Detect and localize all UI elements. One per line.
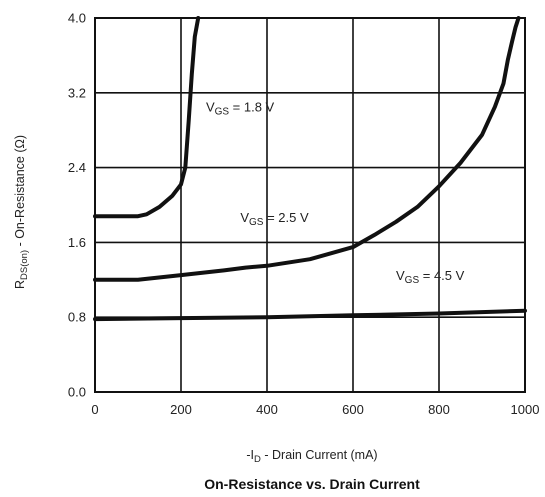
x-tick-label: 400 xyxy=(256,402,278,417)
x-tick-label: 200 xyxy=(170,402,192,417)
series-line xyxy=(93,16,521,282)
series-label: VGS = 2.5 V xyxy=(240,210,309,228)
grid xyxy=(94,17,526,393)
series-line xyxy=(93,308,527,322)
y-axis-label: RDS(on) - On-Resistance (Ω) xyxy=(13,135,30,289)
series-label: VGS = 4.5 V xyxy=(396,268,465,286)
x-axis-label: -ID - Drain Current (mA) xyxy=(246,448,377,465)
plot-frame xyxy=(94,17,526,393)
tick-labels: 0 200 400 600 800 1000 0.0 0.8 1.6 2.4 3.2 4.0 xyxy=(68,11,540,418)
y-tick-label: 0.0 xyxy=(68,385,86,400)
series-line xyxy=(93,16,201,219)
chart-title: On-Resistance vs. Drain Current xyxy=(204,476,420,492)
series-label: VGS = 1.8 V xyxy=(206,100,275,118)
x-tick-label: 800 xyxy=(428,402,450,417)
x-tick-label: 1000 xyxy=(511,402,540,417)
x-tick-label: 0 xyxy=(91,402,98,417)
series-lines xyxy=(93,16,527,322)
series-annotations: VGS = 1.8 V VGS = 2.5 V VGS = 4.5 V xyxy=(206,100,465,286)
y-tick-label: 2.4 xyxy=(68,160,86,175)
y-tick-label: 3.2 xyxy=(68,85,86,100)
y-tick-label: 0.8 xyxy=(68,310,86,325)
y-tick-label: 4.0 xyxy=(68,11,86,26)
x-tick-label: 600 xyxy=(342,402,364,417)
y-tick-label: 1.6 xyxy=(68,235,86,250)
